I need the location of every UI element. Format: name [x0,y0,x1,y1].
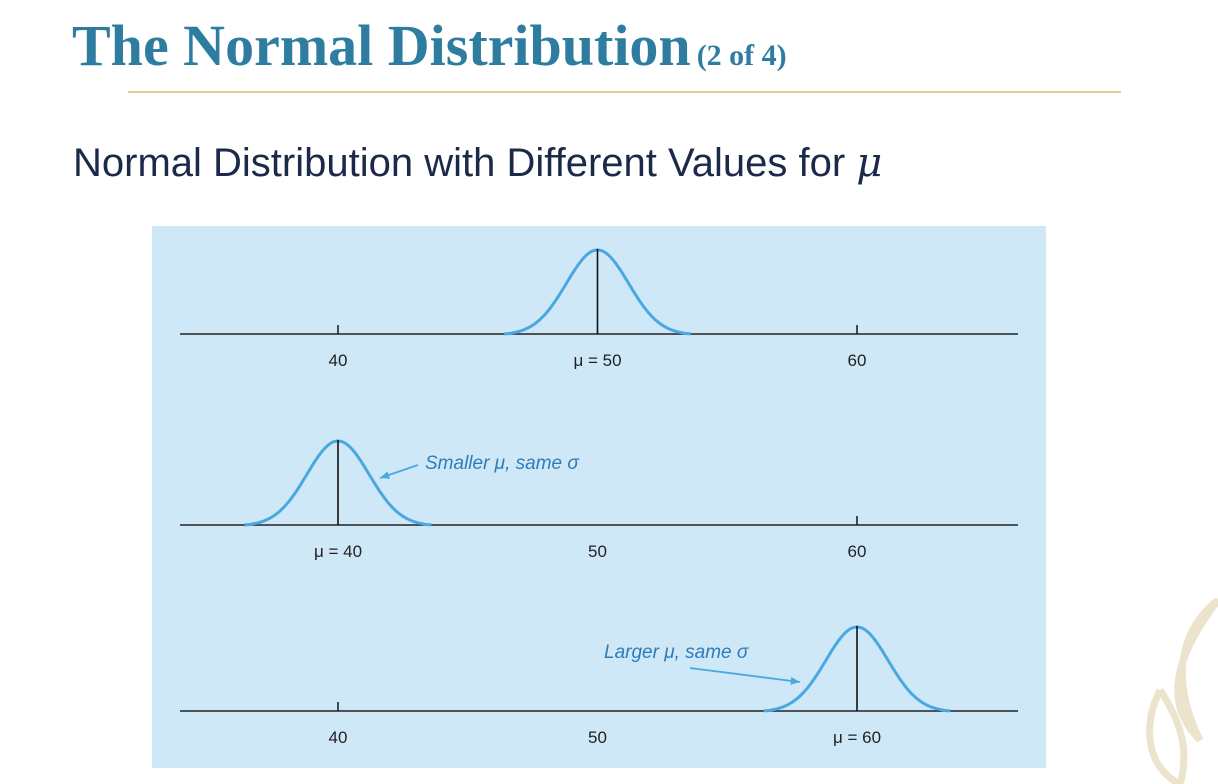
tick-label: μ = 60 [833,728,881,747]
annotation-label: Larger μ, same σ [604,642,750,663]
chart-panel-2: μ = 40 50 60 Smaller μ, same σ [180,439,1018,561]
arrowhead-icon [380,471,390,479]
tick-label: μ = 40 [314,542,362,561]
slide-counter: (2 of 4) [696,39,787,72]
title-divider [128,91,1121,93]
figure-panel [152,226,1046,768]
arrowhead-icon [790,676,800,685]
tick-label: 50 [588,542,607,561]
tick-label: 40 [329,728,348,747]
slide-subtitle: Normal Distribution with Different Value… [73,140,882,186]
annotation-label: Smaller μ, same σ [425,453,580,474]
leaf-decoration-icon [1146,597,1218,784]
annotation-arrow [689,667,801,683]
subtitle-text: Normal Distribution with Different Value… [73,141,846,185]
chart-panel-3: 40 50 μ = 60 Larger μ, same σ [180,625,1018,747]
tick-label: 50 [588,728,607,747]
tick-label: 40 [329,351,348,370]
tick-label: 60 [848,351,867,370]
mu-symbol: μ [856,140,883,186]
title-text: The Normal Distribution [72,13,691,78]
slide-title: The Normal Distribution (2 of 4) [72,12,787,79]
chart-panel-1: 40 μ = 50 60 [180,248,1018,370]
tick-label: μ = 50 [573,351,621,370]
tick-label: 60 [848,542,867,561]
